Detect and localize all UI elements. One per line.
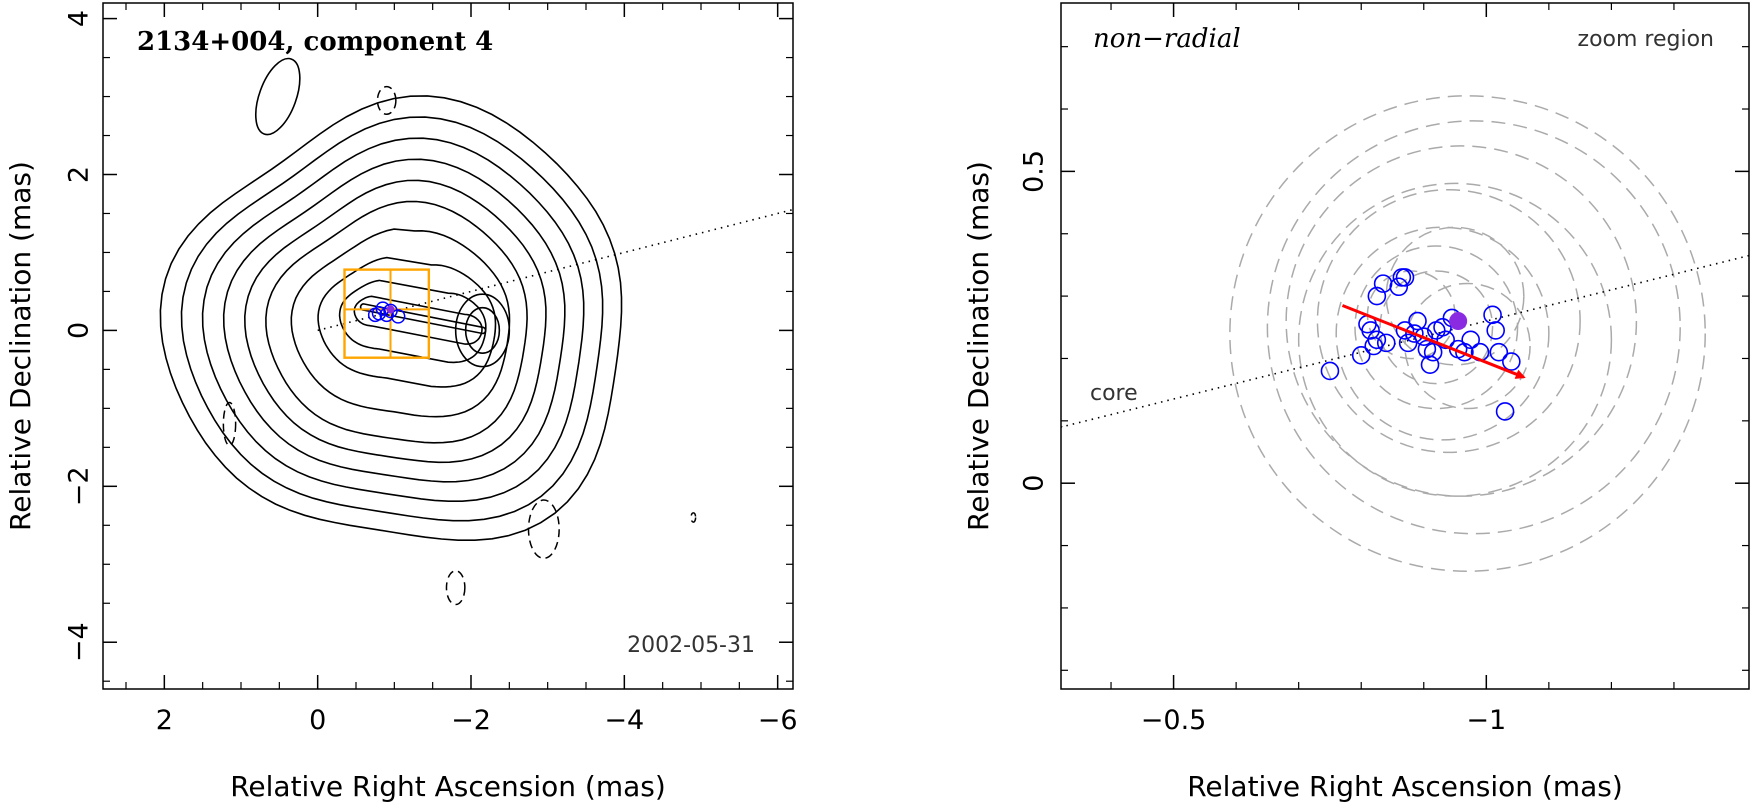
uncertainty-circle — [1285, 145, 1638, 497]
component-point — [1408, 311, 1427, 331]
contour-level — [265, 200, 528, 444]
core-direction-line — [1061, 254, 1749, 436]
uncertainty-circle — [1266, 120, 1681, 535]
component-point — [1367, 286, 1387, 306]
velocity-arrow — [1341, 304, 1526, 379]
zoom-region-label: zoom region — [1578, 27, 1714, 52]
contour-level — [353, 295, 483, 345]
component-points — [367, 301, 406, 324]
negative-contour — [445, 570, 466, 606]
right-y-axis-label: Relative Declination (mas) — [962, 161, 995, 531]
right-x-axis-label: Relative Right Ascension (mas) — [1187, 770, 1623, 803]
negative-contours — [222, 85, 697, 606]
x-tick-label: −2 — [451, 705, 491, 736]
uncertainty-circle — [1316, 188, 1581, 454]
uncertainty-circle — [1335, 226, 1550, 441]
component-point — [1423, 342, 1443, 362]
uncertainty-circle — [1385, 226, 1525, 366]
uncertainty-circle — [1379, 270, 1494, 385]
y-tick-label: 4 — [64, 10, 95, 27]
component-point — [1395, 268, 1415, 287]
component-point — [1502, 352, 1521, 371]
core-label: core — [1090, 381, 1138, 406]
x-tick-label: 0 — [309, 705, 326, 736]
secondary-peak-contour — [464, 306, 501, 354]
component-point — [1461, 330, 1480, 350]
uncertainty-circle — [1404, 282, 1531, 410]
component-point — [1489, 342, 1509, 362]
component-points-zoom — [1320, 268, 1521, 421]
contour-level — [201, 137, 585, 502]
negative-contour — [690, 512, 697, 523]
left-panel: 2 0 −2 −4 −6 −4 −2 0 2 4 2134+004, component 4 20… — [4, 2, 798, 803]
uncertainty-circle — [1354, 245, 1519, 410]
contour-map — [159, 57, 623, 541]
panel-title: 2134+004, component 4 — [137, 27, 493, 57]
contour-level — [243, 179, 547, 464]
negative-contour — [376, 85, 397, 115]
x-tick-label: 2 — [156, 705, 173, 736]
mean-point — [386, 305, 395, 314]
x-tick-label: −6 — [758, 705, 798, 736]
right-axis-ticks: −0.5 −1 0 0.5 — [1019, 3, 1749, 736]
contour-level — [222, 158, 566, 483]
isolated-contour — [254, 57, 301, 136]
y-tick-label: −2 — [64, 466, 95, 506]
x-tick-label: −0.5 — [1141, 705, 1207, 736]
contour-level — [180, 116, 604, 522]
component-point — [367, 307, 383, 323]
component-point — [1495, 402, 1515, 421]
secondary-peak-contour — [454, 293, 511, 368]
component-point — [1398, 333, 1418, 353]
uncertainty-circles — [1229, 95, 1706, 572]
negative-contour — [527, 499, 560, 560]
right-panel: −0.5 −1 0 0.5 non−radial zoom region core R… — [962, 2, 1750, 803]
negative-contour — [222, 401, 237, 447]
component-point — [390, 309, 406, 324]
left-x-axis-label: Relative Right Ascension (mas) — [230, 770, 666, 803]
left-y-axis-label: Relative Declination (mas) — [4, 161, 37, 531]
contour-level — [159, 95, 623, 541]
contour-level — [359, 303, 487, 335]
y-tick-label: 0 — [1019, 475, 1050, 492]
component-point — [1405, 324, 1424, 343]
component-point — [1389, 277, 1409, 297]
component-point — [1420, 355, 1440, 375]
component-point — [1320, 361, 1340, 381]
y-tick-label: 2 — [64, 166, 95, 183]
zoom-rectangle — [343, 268, 431, 359]
y-tick-label: −4 — [64, 622, 95, 662]
uncertainty-circle — [1297, 182, 1613, 497]
y-tick-label: 0 — [64, 322, 95, 339]
component-point — [1351, 346, 1371, 365]
component-point — [1486, 321, 1505, 340]
epoch-date: 2002-05-31 — [627, 633, 755, 658]
component-point — [1455, 342, 1474, 362]
motion-type-label: non−radial — [1093, 24, 1241, 54]
mean-position-point — [1449, 312, 1468, 331]
component-point — [1436, 330, 1455, 350]
component-point — [1483, 305, 1502, 325]
uncertainty-circle — [1229, 95, 1706, 572]
component-point — [383, 303, 398, 319]
component-point — [1414, 327, 1434, 346]
right-plot-frame — [1060, 2, 1750, 690]
x-tick-label: −4 — [604, 705, 644, 736]
component-point — [1367, 330, 1387, 350]
left-plot-frame — [102, 2, 794, 690]
x-tick-label: −1 — [1466, 705, 1506, 736]
component-point — [1376, 333, 1396, 353]
component-point — [1433, 317, 1452, 337]
left-axis-ticks: 2 0 −2 −4 −6 −4 −2 0 2 4 — [64, 3, 798, 736]
y-tick-label: 0.5 — [1019, 150, 1050, 193]
component-point — [1395, 321, 1415, 340]
